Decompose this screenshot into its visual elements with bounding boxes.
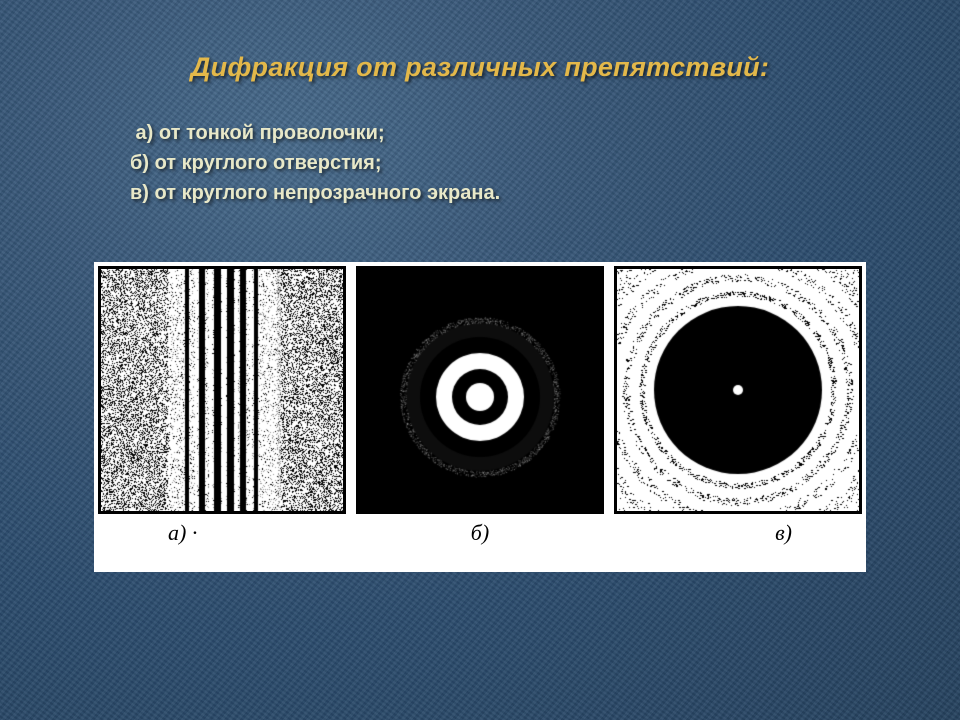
diffraction-pattern-aperture — [359, 269, 601, 511]
caption: а) · — [124, 520, 362, 546]
figure-panels — [94, 262, 866, 514]
diffraction-pattern-disc — [617, 269, 859, 511]
figure-captions: а) · б) в) — [94, 514, 866, 546]
caption: б) — [362, 520, 598, 546]
figure: а) · б) в) — [94, 262, 866, 572]
panel-opaque-disc — [614, 266, 862, 514]
slide-title: Дифракция от различных препятствий: — [0, 52, 960, 83]
item-list: а) от тонкой проволочки; б) от круглого … — [130, 118, 500, 208]
slide: Дифракция от различных препятствий: а) о… — [0, 0, 960, 720]
panel-aperture — [356, 266, 604, 514]
diffraction-pattern-wire — [101, 269, 343, 511]
list-item: б) от круглого отверстия; — [130, 148, 500, 178]
caption: в) — [598, 520, 836, 546]
panel-wire — [98, 266, 346, 514]
list-item: а) от тонкой проволочки; — [130, 118, 500, 148]
list-item: в) от круглого непрозрачного экрана. — [130, 178, 500, 208]
